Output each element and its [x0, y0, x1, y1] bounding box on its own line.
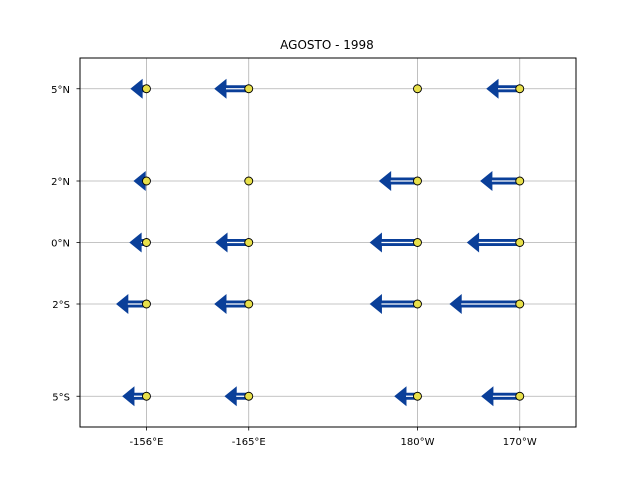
station-marker: [142, 84, 151, 94]
station-markers: [142, 84, 525, 401]
station-marker: [244, 176, 254, 186]
station-marker: [413, 176, 422, 186]
station-marker: [142, 299, 151, 309]
station-marker: [413, 238, 422, 247]
station-marker: [244, 84, 254, 94]
chart-title: AGOSTO - 1998: [280, 38, 374, 52]
station-marker: [515, 238, 525, 247]
station-marker: [142, 238, 151, 247]
station-marker: [413, 391, 422, 401]
x-tick-label: 180°W: [400, 437, 434, 448]
y-axis-ticks: 5°N 2°N 0°N 2°S 5°S: [51, 85, 80, 403]
station-marker: [244, 391, 254, 401]
y-tick-label: 5°S: [52, 392, 70, 403]
vector-arrows: [116, 78, 521, 407]
x-tick-label: 170°W: [503, 437, 537, 448]
y-tick-label: 2°N: [51, 177, 70, 188]
station-marker: [515, 391, 525, 401]
station-marker: [515, 176, 525, 186]
y-tick-label: 5°N: [51, 85, 70, 96]
station-marker: [515, 299, 525, 309]
x-tick-label: -165°E: [232, 437, 266, 448]
station-marker: [142, 176, 151, 186]
station-marker: [244, 238, 254, 247]
station-marker: [413, 299, 422, 309]
x-axis-ticks: -156°E -165°E 180°W 170°W: [129, 427, 537, 448]
station-marker: [244, 299, 254, 309]
y-tick-label: 0°N: [51, 239, 70, 250]
x-tick-label: -156°E: [129, 437, 163, 448]
station-marker: [515, 84, 525, 94]
y-tick-label: 2°S: [52, 300, 70, 311]
station-marker: [142, 391, 151, 401]
station-marker: [413, 84, 422, 94]
